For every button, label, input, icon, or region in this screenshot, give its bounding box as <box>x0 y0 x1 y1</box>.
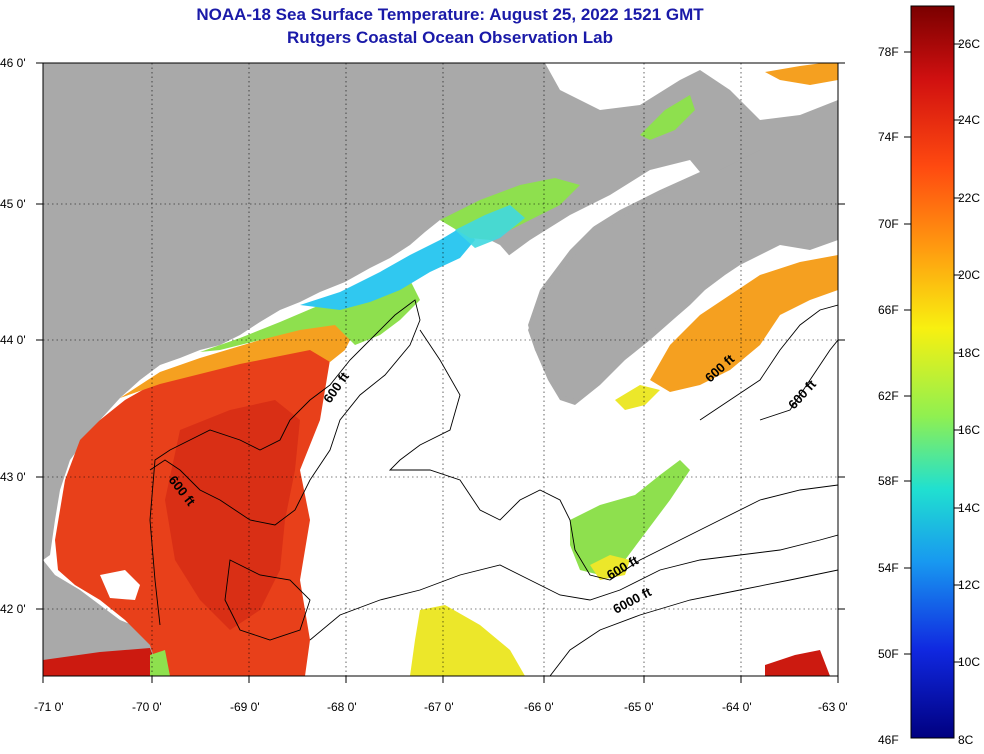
bay-of-fundy <box>500 160 700 300</box>
sst-nova-scotia-shelf <box>650 255 838 392</box>
map-title-line2: Rutgers Coastal Ocean Observation Lab <box>287 28 613 47</box>
sst-cold-band <box>300 225 475 310</box>
cb-f-66: 66F <box>878 303 899 317</box>
cb-f-46: 46F <box>878 733 899 747</box>
lon-label-69: -69 0' <box>230 700 260 714</box>
sst-south-yellow <box>410 605 525 676</box>
cb-c-8: 8C <box>958 733 974 747</box>
cb-f-62: 62F <box>878 389 899 403</box>
cb-c-26: 26C <box>958 37 980 51</box>
sst-northeast-orange <box>765 63 838 85</box>
lon-label-71: -71 0' <box>34 700 64 714</box>
lat-label-45: 45 0' <box>0 197 26 211</box>
cb-c-10: 10C <box>958 655 980 669</box>
cb-f-78: 78F <box>878 45 899 59</box>
sst-south-green <box>150 650 170 676</box>
lat-label-43: 43 0' <box>0 470 26 484</box>
lat-label-46: 46 0' <box>0 56 26 70</box>
cb-c-16: 16C <box>958 423 980 437</box>
sst-hot-southwest <box>43 648 160 676</box>
cb-f-50: 50F <box>878 647 899 661</box>
cb-f-74: 74F <box>878 130 899 144</box>
sst-cyan-north <box>455 205 525 248</box>
cb-c-18: 18C <box>958 346 980 360</box>
sst-hot-core <box>165 400 300 630</box>
sst-coastal-band <box>120 318 355 398</box>
lon-label-65: -65 0' <box>624 700 654 714</box>
contour-6000ft-lower <box>549 569 838 676</box>
cb-f-58: 58F <box>878 474 899 488</box>
lat-label-42: 42 0' <box>0 602 26 616</box>
sst-green-fundy <box>640 95 695 140</box>
lon-label-63: -63 0' <box>818 700 848 714</box>
cb-c-20: 20C <box>958 268 980 282</box>
contour-6000ft <box>309 534 838 641</box>
sst-georges-blob <box>570 460 690 575</box>
cloud-patch-cape <box>100 570 140 600</box>
lat-label-44: 44 0' <box>0 333 26 347</box>
contour-600ft-ridge <box>388 329 838 581</box>
cb-f-70: 70F <box>878 217 899 231</box>
land-cape-cod <box>43 560 155 676</box>
cb-c-12: 12C <box>958 578 980 592</box>
cb-c-22: 22C <box>958 191 980 205</box>
map-title-line1: NOAA-18 Sea Surface Temperature: August … <box>196 5 704 24</box>
tick-marks <box>36 62 845 683</box>
sst-yellow-shelf <box>615 385 660 410</box>
lon-label-68: -68 0' <box>327 700 357 714</box>
map-content <box>43 63 838 676</box>
lon-label-64: -64 0' <box>722 700 752 714</box>
sst-southeast-red <box>765 650 830 676</box>
contour-600ft-scotian <box>699 304 838 421</box>
cb-f-54: 54F <box>878 561 899 575</box>
contour-600ft-gulf <box>149 299 421 626</box>
lon-label-67: -67 0' <box>424 700 454 714</box>
colorbar <box>910 5 955 739</box>
map-frame <box>42 62 839 677</box>
lon-label-70: -70 0' <box>132 700 162 714</box>
cb-c-24: 24C <box>958 113 980 127</box>
contour-600ft-inner <box>224 559 311 641</box>
colorbar-ticks <box>904 43 961 663</box>
bathymetry-contours <box>149 299 838 676</box>
cb-c-14: 14C <box>958 501 980 515</box>
land-nova-scotia <box>528 150 805 400</box>
lon-label-66: -66 0' <box>524 700 554 714</box>
graticule <box>43 63 838 676</box>
